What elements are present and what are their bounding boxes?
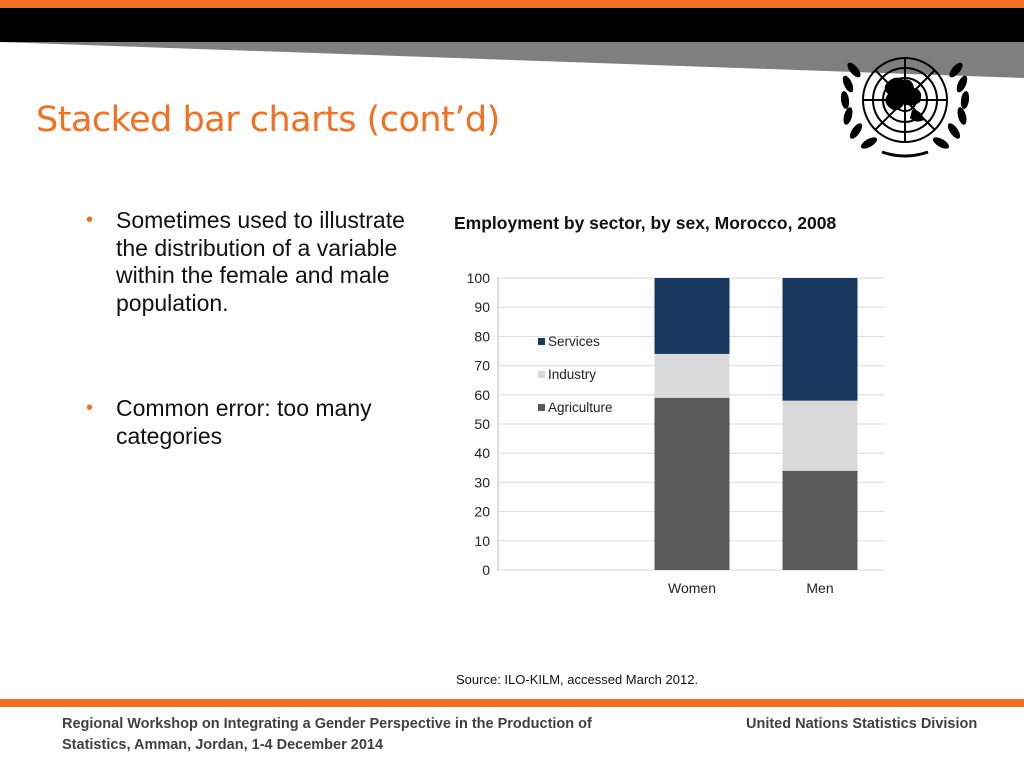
bar-segment-services-men bbox=[782, 278, 858, 401]
bullet-dot-icon: • bbox=[86, 397, 94, 419]
bar-segment-services-women bbox=[654, 278, 730, 354]
bullet-text: Common error: too many categories bbox=[116, 395, 372, 449]
y-tick-label: 10 bbox=[474, 533, 490, 549]
header-banner-wedge bbox=[0, 42, 1024, 78]
y-tick-label: 20 bbox=[474, 504, 490, 520]
source-note: Source: ILO-KILM, accessed March 2012. bbox=[456, 672, 699, 687]
legend-swatch-services bbox=[538, 338, 545, 345]
legend-swatch-industry bbox=[538, 371, 545, 378]
bullet-text: Sometimes used to illustrate the distrib… bbox=[116, 207, 405, 316]
bar-segment-industry-women bbox=[654, 353, 730, 398]
legend-label: Services bbox=[548, 334, 600, 349]
un-emblem bbox=[840, 57, 970, 158]
bar-segment-agriculture-men bbox=[782, 470, 858, 570]
chart-title: Employment by sector, by sex, Morocco, 2… bbox=[454, 213, 837, 233]
top-black-band bbox=[0, 8, 1024, 42]
y-tick-label: 50 bbox=[474, 416, 490, 432]
bullet-item: • Sometimes used to illustrate the distr… bbox=[86, 207, 431, 317]
stacked-bar-chart: 0 10 20 30 40 50 60 70 80 90 100 Women Men Services In… bbox=[467, 270, 884, 596]
bullet-dot-icon: • bbox=[86, 209, 94, 231]
y-tick-label: 30 bbox=[474, 474, 490, 490]
x-tick-label: Women bbox=[668, 580, 716, 596]
legend-label: Industry bbox=[548, 367, 596, 382]
bottom-orange-stripe bbox=[0, 699, 1024, 707]
legend-label: Agriculture bbox=[548, 400, 613, 415]
bullet-item: • Common error: too many categories bbox=[86, 395, 431, 450]
bar-segment-agriculture-women bbox=[654, 397, 730, 570]
y-tick-label: 70 bbox=[474, 358, 490, 374]
y-tick-label: 0 bbox=[482, 562, 490, 578]
slide-title: Stacked bar charts (cont’d) bbox=[36, 100, 500, 140]
y-tick-label: 60 bbox=[474, 387, 490, 403]
footer-organization: United Nations Statistics Division bbox=[746, 716, 978, 732]
bar-segment-industry-men bbox=[782, 400, 858, 471]
y-tick-label: 90 bbox=[474, 299, 490, 315]
y-tick-label: 40 bbox=[474, 445, 490, 461]
footer-workshop-text: Regional Workshop on Integrating a Gende… bbox=[62, 716, 592, 753]
top-orange-stripe bbox=[0, 0, 1024, 8]
legend-swatch-agriculture bbox=[538, 404, 545, 411]
x-tick-label: Men bbox=[806, 580, 833, 596]
y-tick-label: 100 bbox=[467, 270, 491, 286]
bullet-list: • Sometimes used to illustrate the distr… bbox=[86, 207, 431, 450]
y-tick-label: 80 bbox=[474, 328, 490, 344]
